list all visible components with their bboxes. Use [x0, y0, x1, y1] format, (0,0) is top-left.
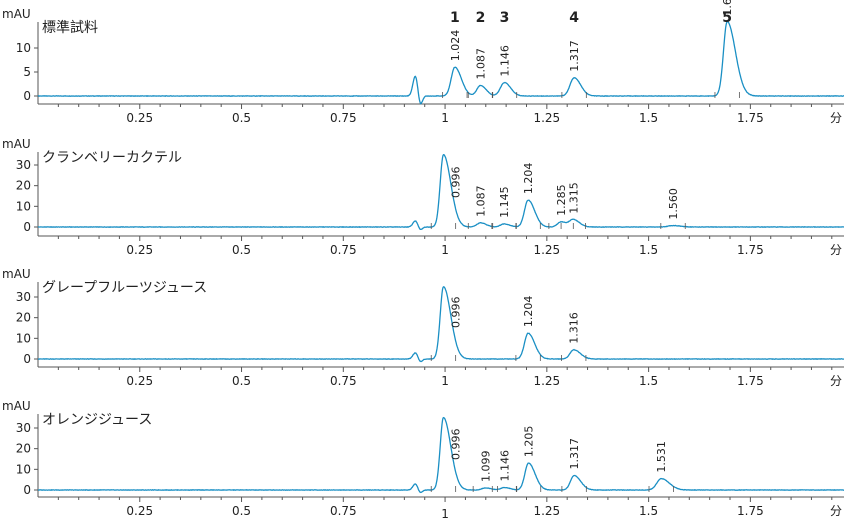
y-tick-label: 0 — [23, 220, 31, 234]
x-tick-label: 0.25 — [126, 111, 153, 125]
peak-number-label: 4 — [569, 10, 579, 26]
x-tick-label: 1 — [441, 374, 449, 388]
x-tick-label: 1.5 — [639, 243, 658, 257]
y-tick-label: 10 — [16, 199, 31, 213]
x-tick-label: 0.75 — [330, 374, 357, 388]
peak-number-label: 2 — [476, 10, 486, 26]
y-unit-label: mAU — [2, 267, 31, 281]
panel-title: オレンジジュース — [42, 412, 152, 428]
panel-4: mAU 0 10 20 30 0.25 0.5 0.75 1 1.25 1.5 1.75 分 オレンジジュ… — [2, 399, 844, 521]
y-tick-label: 30 — [16, 158, 31, 172]
peak-rt-label: 1.024 — [449, 30, 462, 62]
x-tick-label: 1.75 — [737, 504, 764, 518]
y-tick-label: 20 — [16, 311, 31, 325]
peak-rt-label: 1.204 — [522, 163, 535, 195]
peak-rt-label: 1.315 — [567, 182, 580, 214]
peak-rt-label: 0.996 — [449, 297, 462, 329]
peak-number-label: 5 — [722, 10, 732, 26]
peak-number-label: 3 — [500, 10, 510, 26]
peak-rt-label: 1.204 — [522, 296, 535, 328]
y-unit-label: mAU — [2, 399, 31, 413]
x-tick-label: 0.25 — [126, 504, 153, 518]
panel-2: mAU 0 10 20 30 0.25 0.5 0.75 1 1.25 1.5 1.75 分 クランベリー… — [2, 137, 844, 257]
x-tick-label: 1 — [441, 111, 449, 125]
x-tick-label: 0.75 — [330, 504, 357, 518]
y-unit-label: mAU — [2, 137, 31, 151]
x-tick-label: 0.75 — [330, 111, 357, 125]
x-tick-label: 0.5 — [232, 374, 251, 388]
x-unit-label: 分 — [830, 111, 842, 125]
chromatogram-trace — [37, 20, 844, 105]
peak-rt-label: 0.996 — [449, 167, 462, 199]
y-tick-label: 0 — [23, 352, 31, 366]
y-tick-label: 10 — [16, 331, 31, 345]
panel-title: 標準試料 — [42, 20, 98, 36]
x-tick-label: 1 — [441, 243, 449, 257]
peak-rt-label: 1.205 — [523, 426, 536, 458]
y-tick-label: 0 — [23, 483, 31, 497]
x-tick-label: 1.75 — [737, 111, 764, 125]
x-unit-label: 分 — [830, 374, 842, 388]
x-tick-label: 1 — [441, 507, 449, 521]
peak-rt-label: 1.531 — [655, 441, 668, 473]
x-tick-label: 0.5 — [232, 111, 251, 125]
y-tick-label: 5 — [23, 65, 31, 79]
y-tick-label: 10 — [16, 462, 31, 476]
panel-title: クランベリーカクテル — [42, 150, 182, 166]
x-tick-label: 0.5 — [232, 243, 251, 257]
chromatogram-trace — [37, 286, 844, 363]
x-tick-label: 0.75 — [330, 243, 357, 257]
x-tick-label: 1.25 — [533, 374, 560, 388]
x-tick-label: 1.5 — [639, 374, 658, 388]
panel-1: mAU 0 5 10 0.25 0.5 0.75 1 1.25 1.5 1.75 分 標準試料 1.024… — [2, 0, 844, 125]
peak-rt-label: 1.316 — [568, 312, 581, 344]
x-tick-label: 0.25 — [126, 243, 153, 257]
y-tick-label: 10 — [16, 41, 31, 55]
peak-number-label: 1 — [450, 10, 460, 26]
peak-rt-label: 1.693 — [721, 0, 734, 16]
x-tick-label: 1.5 — [639, 504, 658, 518]
x-tick-label: 1.5 — [639, 111, 658, 125]
peak-rt-label: 1.087 — [474, 48, 487, 79]
y-tick-label: 0 — [23, 89, 31, 103]
peak-rt-label: 1.317 — [568, 40, 581, 72]
chromatogram-trace — [37, 416, 844, 494]
x-unit-label: 分 — [830, 504, 842, 518]
x-tick-label: 0.25 — [126, 374, 153, 388]
x-tick-label: 1.75 — [737, 243, 764, 257]
peak-rt-label: 1.087 — [474, 185, 487, 216]
y-tick-label: 30 — [16, 290, 31, 304]
x-tick-label: 1.25 — [533, 243, 560, 257]
peak-rt-label: 1.145 — [498, 186, 511, 218]
y-tick-label: 20 — [16, 442, 31, 456]
peak-rt-label: 1.146 — [499, 45, 512, 77]
chromatogram-trace — [37, 153, 844, 231]
y-unit-label: mAU — [2, 7, 31, 21]
x-tick-label: 1.75 — [737, 374, 764, 388]
peak-rt-label: 1.099 — [479, 450, 492, 482]
x-tick-label: 1.25 — [533, 504, 560, 518]
peak-rt-label: 1.285 — [555, 184, 568, 216]
x-unit-label: 分 — [830, 243, 842, 257]
x-tick-label: 1.25 — [533, 111, 560, 125]
peak-rt-label: 0.996 — [449, 429, 462, 461]
peak-rt-label: 1.560 — [667, 188, 680, 220]
panel-3: mAU 0 10 20 30 0.25 0.5 0.75 1 1.25 1.5 1.75 分 グレープフル… — [2, 267, 844, 388]
x-tick-label: 0.5 — [232, 504, 251, 518]
panel-title: グレープフルーツジュース — [42, 280, 207, 296]
peak-rt-label: 1.317 — [568, 438, 581, 470]
y-tick-label: 20 — [16, 179, 31, 193]
y-tick-label: 30 — [16, 421, 31, 435]
peak-rt-label: 1.146 — [499, 450, 512, 482]
